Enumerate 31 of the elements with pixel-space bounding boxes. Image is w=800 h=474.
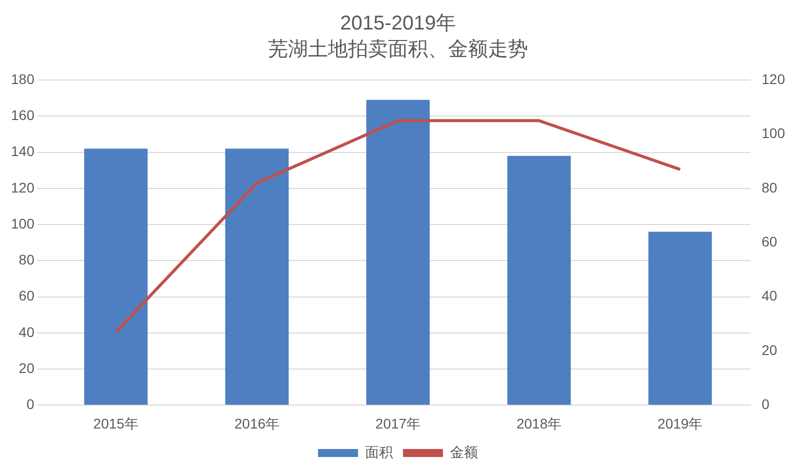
y-tick-label: 140	[11, 143, 35, 160]
y2-tick-label: 60	[762, 233, 778, 250]
bar	[225, 148, 289, 405]
chart-title: 2015-2019年	[340, 12, 456, 35]
y-tick-label: 40	[18, 324, 35, 340]
x-tick-label: 2017年	[375, 415, 421, 432]
bar	[366, 100, 430, 405]
bar	[507, 156, 571, 405]
x-tick-label: 2019年	[658, 415, 703, 432]
y-tick-label: 80	[18, 252, 35, 268]
legend-label: 金额	[450, 444, 478, 460]
y-tick-label: 100	[11, 215, 35, 232]
y2-tick-label: 100	[762, 125, 786, 142]
bar	[648, 232, 712, 405]
x-tick-label: 2015年	[93, 415, 138, 432]
y2-tick-label: 40	[762, 288, 778, 304]
y2-tick-label: 20	[762, 342, 778, 358]
y-tick-label: 0	[26, 396, 35, 412]
legend-label: 面积	[365, 444, 393, 460]
y-tick-label: 60	[18, 288, 35, 304]
x-tick-label: 2016年	[234, 415, 280, 432]
y-tick-label: 180	[11, 70, 35, 87]
y2-tick-label: 80	[762, 179, 778, 196]
y-tick-label: 20	[18, 360, 35, 376]
bar	[84, 148, 148, 405]
y2-tick-label: 0	[762, 396, 770, 412]
y-tick-label: 160	[11, 106, 35, 123]
y-tick-label: 120	[11, 179, 35, 196]
y2-tick-label: 120	[762, 70, 786, 87]
x-tick-label: 2018年	[516, 415, 562, 432]
chart-subtitle: 芜湖土地拍卖面积、金额走势	[268, 38, 528, 61]
